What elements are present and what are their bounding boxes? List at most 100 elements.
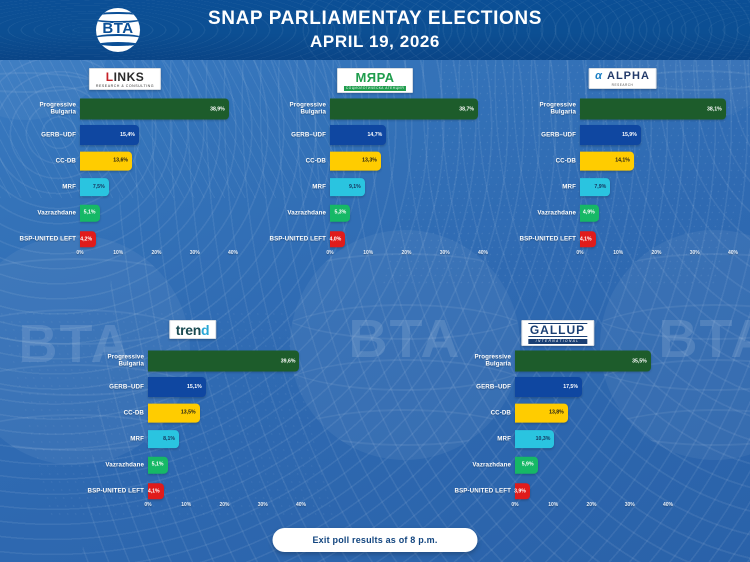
chart-panel-links: LINKS research & consulting Progressive Bu… <box>0 66 250 271</box>
chart-row: Vazrazhdane 5,9% <box>420 452 695 478</box>
x-axis-tick: 0% <box>511 502 519 508</box>
category-label-mrf: MRF <box>562 183 576 191</box>
x-axis-tick: 10% <box>548 502 559 508</box>
bar-value-label: 5,9% <box>521 462 534 468</box>
bar-cc-db: 13,8% <box>515 403 568 423</box>
chart-row: GERB–UDF 14,7% <box>250 122 500 148</box>
chart-panel-alpha: α ALPHA research Progressive Bulgaria 38,1%… <box>495 66 750 271</box>
bar-value-label: 15,1% <box>187 383 202 390</box>
bar-chart: Progressive Bulgaria 35,5% GERB–UDF 17,5% CC… <box>420 344 695 523</box>
bar-value-label: 35,5% <box>632 358 647 364</box>
category-label-vazrazhdane: Vazrazhdane <box>37 209 76 217</box>
x-axis: 0% 10% 20% 30% 40% <box>250 250 500 260</box>
bar-chart: Progressive Bulgaria 38,9% GERB–UDF 15,4% CC… <box>0 92 250 271</box>
page-title: SNAP PARLIAMENTAY ELECTIONS <box>208 8 542 29</box>
bar-bsp-united-left: 4,1% <box>580 231 596 247</box>
chart-row: GERB–UDF 15,1% <box>60 374 325 400</box>
chart-panel-trend: trend Progressive Bulgaria 39,6% GERB–UDF 15… <box>60 318 325 523</box>
chart-row: BSP-UNITED LEFT 4,0% <box>250 226 500 252</box>
chart-row: BSP-UNITED LEFT 4,2% <box>0 226 250 252</box>
x-axis: 0% 10% 20% 30% 40% <box>0 250 250 260</box>
bar-value-label: 13,6% <box>113 157 129 164</box>
chart-row: MRF 7,9% <box>495 174 750 200</box>
chart-row: Vazrazhdane 5,3% <box>250 200 500 226</box>
bar-cc-db: 13,6% <box>80 151 133 171</box>
chart-row: GERB–UDF 17,5% <box>420 374 695 400</box>
x-axis-tick: 30% <box>257 502 268 508</box>
chart-panel-мяра: МЯРА социологическа агенция Progressive Bu… <box>250 66 500 271</box>
pollster-logo: LINKS research & consulting <box>88 68 162 91</box>
watermark-bta-text-center: BTA <box>348 309 462 370</box>
bar-value-label: 38,7% <box>459 106 475 112</box>
header-arc-pattern-right <box>300 0 750 60</box>
category-label-gerb-udf: GERB–UDF <box>291 131 326 139</box>
bta-logo-text: BTA <box>102 20 134 38</box>
x-axis-tick: 20% <box>651 250 662 256</box>
bar-value-label: 38,9% <box>210 106 225 112</box>
bar-mrf: 8,1% <box>148 430 179 448</box>
x-axis-tick: 30% <box>439 250 450 256</box>
bar-progressive-bulgaria: 38,9% <box>80 98 229 120</box>
bta-globe-icon: BTA <box>96 8 140 52</box>
x-axis-tick: 0% <box>144 502 152 508</box>
bar-bsp-united-left: 4,1% <box>148 483 164 499</box>
chart-row: CC-DB 13,3% <box>250 148 500 174</box>
bar-chart: Progressive Bulgaria 38,7% GERB–UDF 14,7% CC… <box>250 92 500 271</box>
x-axis-tick: 20% <box>401 250 412 256</box>
chart-row: BSP-UNITED LEFT 4,1% <box>60 478 325 504</box>
pollster-logo-text: LINKS <box>105 70 145 84</box>
bar-value-label: 10,3% <box>535 436 551 442</box>
x-axis-tick: 20% <box>219 502 230 508</box>
bar-value-label: 13,8% <box>549 409 564 416</box>
chart-row: BSP-UNITED LEFT 4,1% <box>495 226 750 252</box>
bar-cc-db: 14,1% <box>580 151 634 171</box>
x-axis: 0% 10% 20% 30% 40% <box>495 250 750 260</box>
chart-row: GERB–UDF 15,9% <box>495 122 750 148</box>
category-label-bsp-united-left: BSP-UNITED LEFT <box>269 235 326 243</box>
category-label-vazrazhdane: Vazrazhdane <box>537 209 576 217</box>
chart-row: MRF 10,3% <box>420 426 695 452</box>
chart-row: Progressive Bulgaria 38,1% <box>495 96 750 122</box>
x-axis-tick: 0% <box>326 250 334 256</box>
pollster-logo-text: GALLUP <box>527 323 588 337</box>
bar-progressive-bulgaria: 39,6% <box>148 350 300 372</box>
bar-cc-db: 13,5% <box>148 403 200 423</box>
bar-cc-db: 13,3% <box>330 151 381 171</box>
bar-vazrazhdane: 5,9% <box>515 456 538 474</box>
pollster-logo-subtitle: international <box>527 338 588 344</box>
x-axis-tick: 30% <box>624 502 635 508</box>
bar-vazrazhdane: 4,9% <box>580 204 599 222</box>
pollster-logo: trend <box>168 320 217 339</box>
bar-value-label: 5,3% <box>334 210 347 216</box>
bar-value-label: 8,1% <box>163 436 175 442</box>
category-label-progressive-bulgaria: Progressive Bulgaria <box>107 353 144 368</box>
x-axis-tick: 0% <box>576 250 584 256</box>
bar-value-label: 13,5% <box>180 409 196 416</box>
category-label-vazrazhdane: Vazrazhdane <box>287 209 326 217</box>
header-title-group: SNAP PARLIAMENTAY ELECTIONS APRIL 19, 20… <box>0 6 750 53</box>
category-label-gerb-udf: GERB–UDF <box>109 383 144 391</box>
bar-value-label: 5,1% <box>151 462 164 468</box>
category-label-cc-db: CC-DB <box>123 409 144 417</box>
bar-gerb-udf: 14,7% <box>330 125 387 145</box>
bar-progressive-bulgaria: 38,1% <box>580 98 726 120</box>
bar-value-label: 14,7% <box>367 131 383 138</box>
category-label-cc-db: CC-DB <box>555 157 576 165</box>
watermark-globe-left: BTA <box>0 235 190 465</box>
bar-progressive-bulgaria: 35,5% <box>515 350 651 372</box>
chart-row: CC-DB 13,6% <box>0 148 250 174</box>
bar-value-label: 4,1% <box>579 236 592 242</box>
category-label-gerb-udf: GERB–UDF <box>476 383 511 391</box>
chart-row: Vazrazhdane 5,1% <box>60 452 325 478</box>
category-label-progressive-bulgaria: Progressive Bulgaria <box>289 101 326 116</box>
x-axis: 0% 10% 20% 30% 40% <box>420 502 695 512</box>
category-label-gerb-udf: GERB–UDF <box>541 131 576 139</box>
bar-chart: Progressive Bulgaria 39,6% GERB–UDF 15,1% CC… <box>60 344 325 523</box>
bar-progressive-bulgaria: 38,7% <box>330 98 479 120</box>
x-axis-tick: 20% <box>586 502 597 508</box>
x-axis-tick: 30% <box>689 250 700 256</box>
x-axis-tick: 40% <box>477 250 489 256</box>
bar-mrf: 9,1% <box>330 178 365 196</box>
category-label-bsp-united-left: BSP-UNITED LEFT <box>19 235 76 243</box>
category-label-progressive-bulgaria: Progressive Bulgaria <box>39 101 76 116</box>
